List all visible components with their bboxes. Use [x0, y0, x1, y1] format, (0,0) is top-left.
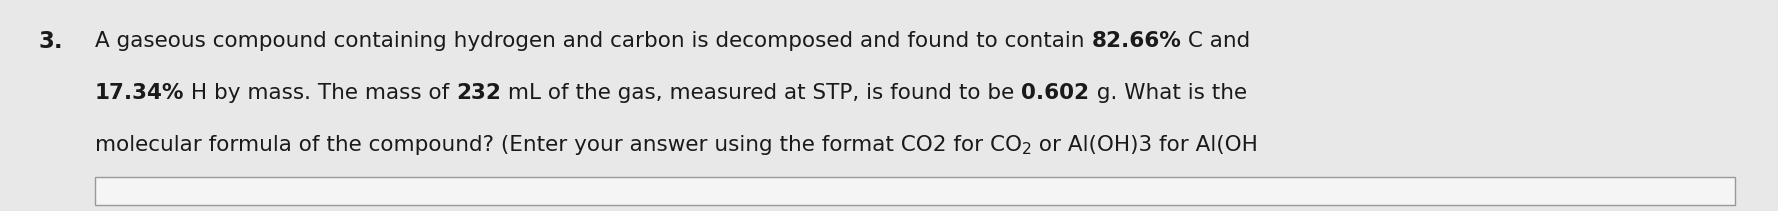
Text: C and: C and — [1181, 31, 1250, 51]
Text: A gaseous compound containing hydrogen and carbon is decomposed and found to con: A gaseous compound containing hydrogen a… — [94, 31, 1092, 51]
Text: 82.66%: 82.66% — [1092, 31, 1181, 51]
Text: 3.: 3. — [37, 30, 62, 53]
Bar — [94, 177, 1735, 205]
Text: 2: 2 — [1022, 142, 1031, 157]
Text: 232: 232 — [457, 83, 501, 103]
Text: mL of the gas, measured at STP, is found to be: mL of the gas, measured at STP, is found… — [501, 83, 1022, 103]
Text: or Al(OH)3 for Al(OH: or Al(OH)3 for Al(OH — [1031, 135, 1257, 155]
Text: g. What is the: g. What is the — [1090, 83, 1246, 103]
Text: 0.602: 0.602 — [1022, 83, 1090, 103]
Text: 17.34%: 17.34% — [94, 83, 185, 103]
Text: H by mass. The mass of: H by mass. The mass of — [185, 83, 457, 103]
Text: molecular formula of the compound? (Enter your answer using the format CO2 for C: molecular formula of the compound? (Ente… — [94, 135, 1022, 155]
